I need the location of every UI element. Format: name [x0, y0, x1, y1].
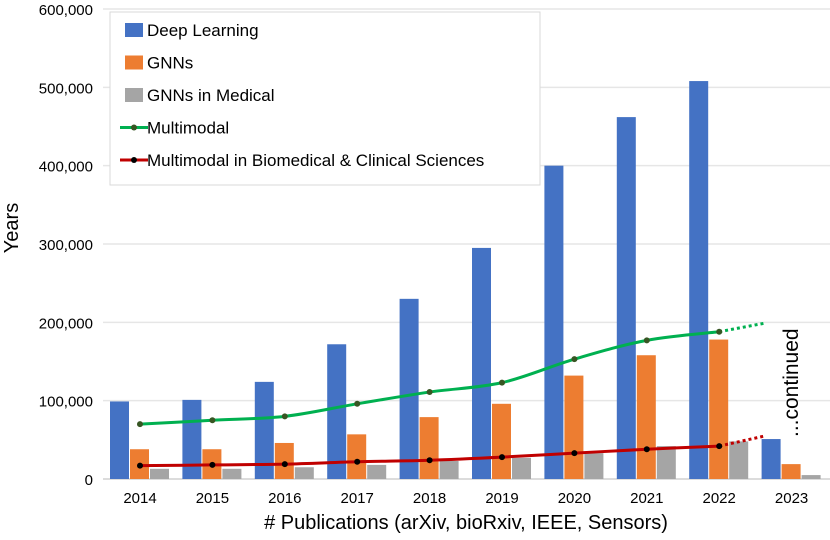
bar-gnns: [564, 375, 584, 479]
y-tick-label: 300,000: [39, 237, 93, 254]
y-tick-label: 100,000: [39, 394, 93, 411]
legend-swatch: [125, 55, 143, 70]
bar-deep-learning: [544, 165, 564, 479]
line-marker: [281, 413, 288, 420]
bar-gnns-in-medical: [294, 467, 314, 479]
y-tick-label: 0: [85, 472, 93, 489]
line-marker: [571, 450, 578, 457]
line-marker: [426, 457, 433, 464]
bar-gnns-in-medical: [656, 446, 676, 479]
y-tick-labels: 0 100,000 200,000 300,000 400,000 500,000 600,…: [39, 2, 93, 489]
legend-label: GNNs in Medical: [147, 86, 275, 105]
bar-gnns: [347, 434, 367, 479]
legend-label: Multimodal in Biomedical & Clinical Scie…: [147, 151, 484, 170]
line-marker: [281, 461, 288, 468]
bar-deep-learning: [761, 439, 781, 479]
line-marker: [354, 400, 361, 407]
bar-deep-learning: [616, 117, 636, 479]
bar-gnns-in-medical: [584, 453, 604, 479]
legend-marker: [131, 124, 137, 131]
legend-box: [109, 11, 541, 186]
line-marker: [209, 461, 216, 468]
projection-line: [718, 321, 766, 334]
line-marker: [137, 462, 143, 469]
bar-gnns: [636, 355, 656, 479]
y-tick-label: 400,000: [39, 159, 93, 176]
bar-gnns: [274, 442, 294, 479]
bar-gnns: [419, 417, 439, 479]
bar-gnns-in-medical: [222, 468, 242, 479]
bar-deep-learning: [327, 344, 347, 479]
line-marker: [426, 389, 433, 396]
projection-line: [718, 434, 766, 448]
bar-deep-learning: [182, 399, 202, 479]
legend: Deep Learning GNNs GNNs in Medical Multimod…: [109, 11, 541, 186]
x-tick-label: 2016: [268, 490, 301, 507]
y-tick-label: 600,000: [39, 2, 93, 19]
y-tick-label: 500,000: [39, 80, 93, 97]
bar-gnns: [781, 464, 801, 479]
x-tick-label: 2021: [630, 490, 663, 507]
line-marker: [643, 337, 650, 344]
x-tick-label: 2023: [775, 490, 808, 507]
line-marker: [716, 328, 723, 335]
legend-marker: [131, 157, 137, 163]
line-marker: [499, 454, 505, 461]
x-tick-label: 2020: [558, 490, 591, 507]
line-marker: [643, 446, 650, 453]
legend-label: Deep Learning: [147, 21, 259, 40]
line-marker: [499, 379, 505, 386]
bar-gnns: [492, 403, 511, 479]
bar-deep-learning: [399, 298, 419, 479]
bar-gnns-in-medical: [729, 441, 749, 479]
legend-swatch: [125, 23, 143, 37]
x-tick-label: 2018: [413, 490, 446, 507]
line-marker: [571, 356, 578, 363]
legend-swatch: [125, 88, 143, 102]
bar-gnns-in-medical: [439, 460, 459, 479]
line-marker: [716, 443, 723, 450]
bar-deep-learning: [472, 247, 491, 479]
continued-annotation: ...continued: [780, 328, 803, 437]
bar-gnns-in-medical: [367, 464, 387, 479]
bar-gnns: [709, 339, 729, 479]
x-tick-label: 2015: [196, 490, 229, 507]
legend-label: Multimodal: [147, 119, 229, 138]
legend-label: GNNs: [147, 54, 193, 73]
x-axis-label: # Publications (arXiv, bioRxiv, IEEE, Se…: [264, 512, 668, 534]
line-marker: [137, 421, 143, 428]
bar-deep-learning: [254, 381, 274, 479]
x-tick-label: 2022: [703, 490, 736, 507]
x-tick-label: 2017: [341, 490, 374, 507]
bar-gnns-in-medical: [512, 457, 531, 479]
lines: [137, 321, 766, 469]
bar-deep-learning: [689, 81, 709, 480]
bar-deep-learning: [110, 401, 129, 479]
line-marker: [354, 458, 361, 465]
bars: [110, 81, 821, 480]
x-tick-labels: 2014 2015 2016 2017 2018 2019 2020 2021 2022 2023: [123, 490, 808, 507]
x-tick-label: 2019: [485, 490, 518, 507]
x-tick-label: 2014: [123, 490, 156, 507]
bar-gnns-in-medical: [801, 475, 821, 479]
y-axis-label: Years: [1, 203, 23, 253]
y-tick-label: 200,000: [39, 315, 93, 332]
bar-gnns-in-medical: [150, 468, 169, 479]
line-marker: [209, 417, 216, 424]
